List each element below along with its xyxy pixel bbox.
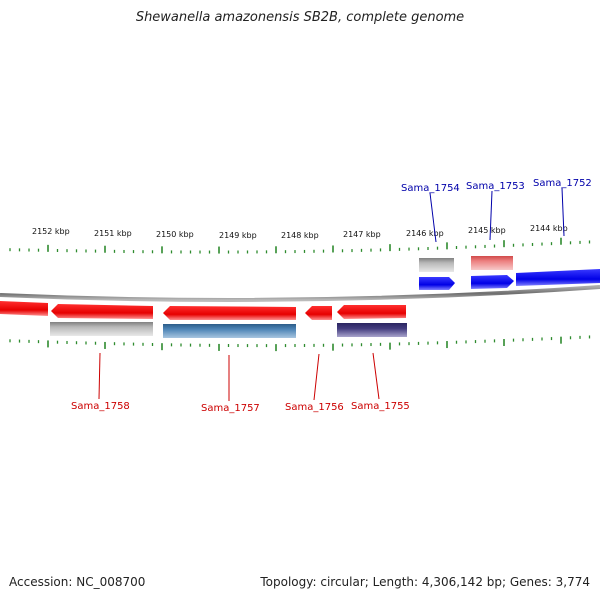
scale-label: 2147 kbp (343, 230, 381, 239)
gene-arrow-sama-1755[interactable] (337, 305, 406, 319)
gene-label-sama-1758[interactable]: Sama_1758 (71, 401, 130, 412)
scale-label: 2149 kbp (219, 231, 257, 240)
forward-strand-track (419, 269, 600, 290)
reverse-strand-track (0, 301, 406, 320)
gene-arrow-sama-1752[interactable] (516, 269, 600, 286)
scale-label: 2146 kbp (406, 229, 444, 238)
inner-tick-track (9, 335, 591, 352)
scale-label: 2144 kbp (530, 224, 568, 233)
gene-label-sama-1757[interactable]: Sama_1757 (201, 403, 260, 414)
gene-label-sama-1755[interactable]: Sama_1755 (351, 401, 410, 412)
feature-bar-purple[interactable] (337, 323, 407, 337)
feature-bar-gray[interactable] (419, 258, 454, 272)
gene-arrow-sama-1757[interactable] (163, 306, 296, 320)
feature-bar-pink[interactable] (471, 256, 513, 270)
gene-label-sama-1752[interactable]: Sama_1752 (533, 178, 592, 189)
scale-label: 2145 kbp (468, 226, 506, 235)
gene-arrow-left-edge[interactable] (0, 301, 48, 316)
reverse-feature-bars (50, 322, 407, 338)
genome-backbone (0, 285, 600, 302)
reverse-gene-labels (98, 352, 380, 401)
forward-feature-bars (419, 256, 513, 272)
accession-label: Accession: NC_008700 (9, 575, 146, 589)
feature-bar-steelblue[interactable] (163, 324, 296, 338)
scale-label: 2150 kbp (156, 230, 194, 239)
scale-label: 2148 kbp (281, 231, 319, 240)
scale-labels: 2152 kbp 2151 kbp 2150 kbp 2149 kbp 2148… (32, 224, 568, 240)
feature-bar-gray[interactable] (50, 322, 153, 336)
gene-arrow-sama-1758[interactable] (51, 304, 153, 319)
gene-label-sama-1756[interactable]: Sama_1756 (285, 402, 344, 413)
gene-label-sama-1753[interactable]: Sama_1753 (466, 181, 525, 192)
gene-arrow-sama-1754[interactable] (419, 277, 455, 290)
gene-arrow-sama-1753[interactable] (471, 275, 514, 289)
gene-arrow-sama-1756[interactable] (305, 306, 332, 320)
scale-label: 2152 kbp (32, 227, 70, 236)
topology-summary: Topology: circular; Length: 4,306,142 bp… (260, 575, 590, 589)
map-title: Shewanella amazonensis SB2B, complete ge… (135, 10, 465, 25)
outer-tick-track (9, 237, 591, 254)
scale-label: 2151 kbp (94, 229, 132, 238)
gene-label-sama-1754[interactable]: Sama_1754 (401, 183, 460, 194)
forward-gene-labels (429, 187, 565, 243)
